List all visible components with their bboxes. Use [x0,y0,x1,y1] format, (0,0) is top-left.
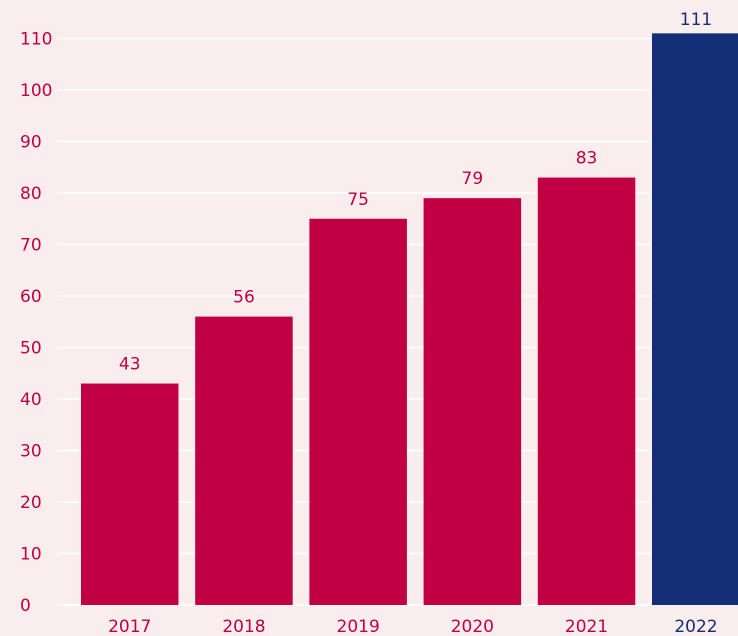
bar-2022 [652,33,738,606]
value-label-2019: 75 [347,190,369,210]
value-label-2018: 56 [233,288,255,308]
y-tick-label: 10 [20,545,42,565]
value-label-2017: 43 [119,355,141,375]
y-tick-label: 50 [20,339,42,359]
y-tick-label: 30 [20,442,42,462]
bar-2021 [537,177,636,606]
bar-2020 [423,198,522,605]
category-label-2019: 2019 [337,617,380,636]
value-label-2020: 79 [462,169,484,189]
category-label-2017: 2017 [108,617,151,636]
category-label-2020: 2020 [451,617,494,636]
y-tick-label: 110 [20,30,52,50]
y-tick-label: 40 [20,390,42,410]
bars [81,33,738,606]
y-axis-ticks: 0 10 20 30 40 50 60 70 80 90 100 110 [20,30,52,617]
category-label-2022: 2022 [674,617,717,636]
y-tick-label: 100 [20,81,52,101]
value-label-2021: 83 [576,149,598,169]
category-label-2021: 2021 [565,617,608,636]
value-labels: 43 56 75 79 83 111 [119,10,712,375]
y-tick-label: 70 [20,236,42,256]
bar-2018 [195,316,293,605]
y-tick-label: 90 [20,133,42,153]
bar-2019 [309,218,407,605]
value-label-2022: 111 [680,10,712,30]
y-tick-label: 80 [20,184,42,204]
category-label-2018: 2018 [222,617,265,636]
y-tick-label: 20 [20,493,42,513]
y-tick-label: 0 [20,596,31,616]
y-tick-label: 60 [20,287,42,307]
bar-2017 [81,383,179,605]
x-axis-categories: 2017 2018 2019 2020 2021 2022 [108,617,718,636]
